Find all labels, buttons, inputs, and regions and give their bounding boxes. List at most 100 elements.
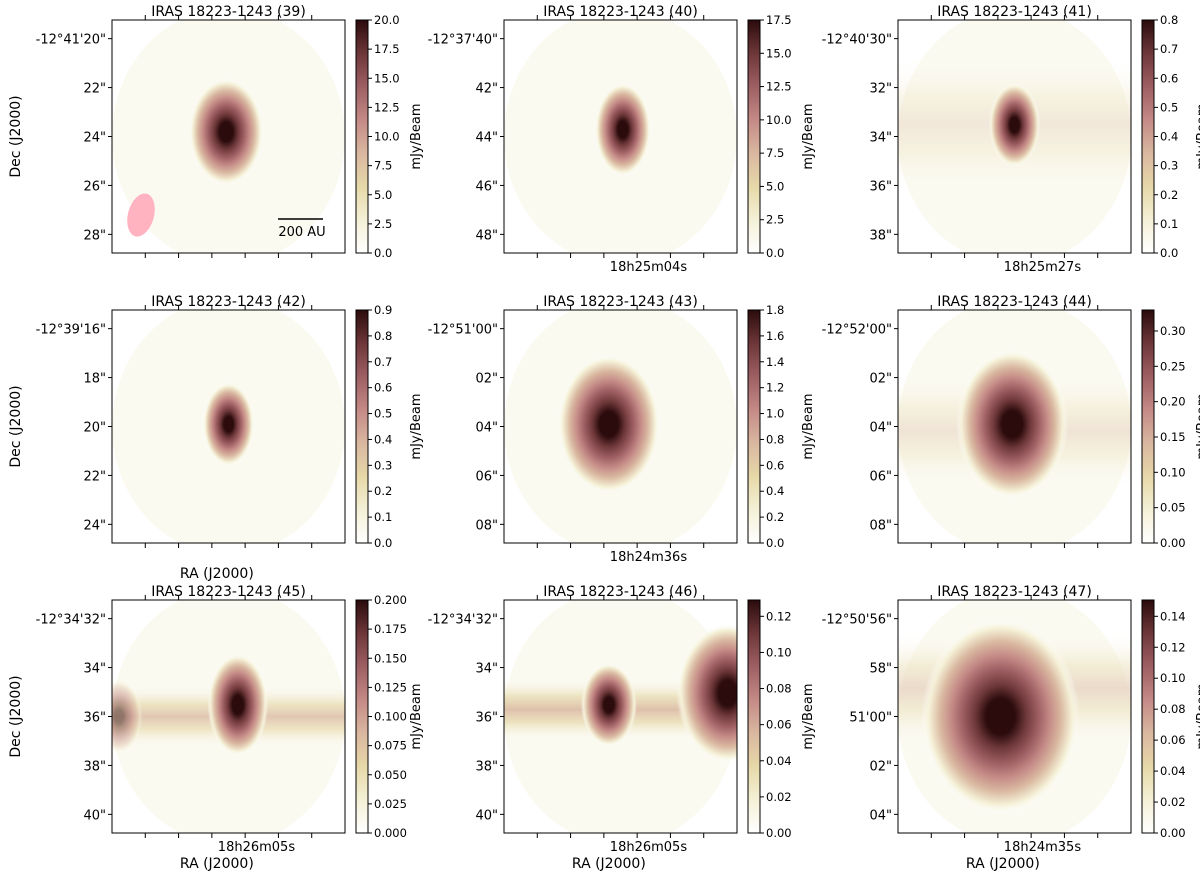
dec-tick-label: 02" [869,372,892,387]
emission-map [504,20,737,253]
colorbar-tick-label: 0.8 [766,432,784,446]
source-1 [594,82,651,177]
colorbar-tick-label: 0.2 [1160,188,1178,202]
dec-tick-label: 08" [869,518,892,533]
colorbar-tick-label: 0.3 [374,458,392,472]
x-axis-label: RA (J2000) [180,856,254,872]
colorbar-tick-label: 0.7 [374,355,392,369]
emission-map [898,600,1131,833]
colorbar-tick-label: 1.6 [766,329,784,343]
source-1 [988,82,1041,167]
colorbar-tick-label: 0.15 [1160,430,1186,444]
dec-tick-label: 51'00" [849,711,892,726]
colorbar-tick-label: 0.200 [374,593,407,607]
panel-5: IRAS 18223-1243 (43) -12°51'00" 02" 04" 06" 0… [428,294,816,565]
colorbar-tick-label: 0.1 [1160,217,1178,231]
dec-tick-label: 38" [475,759,498,774]
dec-tick-label: -12°34'32" [36,613,106,628]
dec-tick-label: -12°40'30" [822,33,892,48]
colorbar-tick-label: 17.5 [374,42,400,56]
colorbar-tick-label: 1.0 [766,407,784,421]
colorbar-tick-label: 0.1 [374,510,392,524]
colorbar-tick-label: 0.9 [374,303,392,317]
colorbar-tick-label: 0.6 [1160,71,1178,85]
emission-map [898,20,1131,253]
dec-tick-label: 04" [869,808,892,823]
panel-9: IRAS 18223-1243 (47) -12°50'56" 58" 51'00" 0… [822,584,1200,872]
colorbar-tick-label: 0.0 [1160,246,1178,260]
colorbar-label: mJy/Beam [801,393,816,459]
colorbar-tick-label: 10.0 [374,130,400,144]
colorbar-tick-label: 20.0 [374,13,400,27]
colorbar [747,19,761,254]
dec-tick-label: 40" [475,808,498,823]
x-axis-label: RA (J2000) [572,856,646,872]
dec-tick-label: 34" [83,662,106,677]
colorbar-tick-label: 0.00 [766,826,792,840]
colorbar-tick-label: 0.08 [1160,702,1186,716]
dec-tick-label: 58" [869,662,892,677]
colorbar-tick-label: 0.125 [374,680,407,694]
y-axis-label: Dec (J2000) [8,95,24,177]
dec-tick-label: 38" [83,759,106,774]
dec-tick-label: 44" [475,131,498,146]
emission-map [898,310,1131,543]
dec-tick-label: -12°52'00" [822,323,892,338]
colorbar [355,309,369,544]
colorbar-tick-label: 0.14 [1160,609,1186,623]
colorbar-tick-label: 5.0 [374,188,392,202]
colorbar-label: mJy/Beam [801,103,816,169]
dec-tick-label: 40" [83,808,106,823]
panel-title: IRAS 18223-1243 (43) [543,294,698,310]
ra-tick-label: 18h26m05s [610,840,688,855]
colorbar-tick-label: 0.5 [1160,100,1178,114]
colorbar-label: mJy/Beam [1195,393,1200,459]
colorbar-tick-label: 0.7 [1160,42,1178,56]
panel-title: IRAS 18223-1243 (42) [151,294,306,310]
colorbar-tick-label: 0.6 [766,458,784,472]
colorbar-label: mJy/Beam [409,103,424,169]
colorbar-tick-label: 0.08 [766,682,792,696]
dec-tick-label: 06" [475,469,498,484]
panel-title: IRAS 18223-1243 (41) [937,4,1092,20]
source-1 [202,382,255,467]
dec-tick-label: 32" [869,82,892,97]
dec-tick-label: -12°39'16" [36,323,106,338]
colorbar-tick-label: 0.02 [1160,795,1186,809]
dec-tick-label: 36" [83,711,106,726]
colorbar-tick-label: 0.8 [374,329,392,343]
source-2 [676,623,737,764]
panel-7: IRAS 18223-1243 (45) -12°34'32" 34" 36" 38" 4… [8,584,424,872]
dec-tick-label: -12°51'00" [428,323,498,338]
dec-tick-label: 04" [475,421,498,436]
dec-tick-label: -12°41'20" [36,33,106,48]
colorbar-tick-label: 12.5 [374,100,400,114]
x-axis-label: RA (J2000) [966,856,1040,872]
colorbar-tick-label: 0.02 [766,790,792,804]
panel-2: IRAS 18223-1243 (40) -12°37'40" 42" 44" 46" 4… [428,4,816,275]
colorbar-tick-label: 0.0 [766,536,784,550]
dec-tick-label: 24" [83,518,106,533]
dec-tick-label: 46" [475,179,498,194]
colorbar [1141,19,1155,254]
colorbar-tick-label: 0.6 [374,381,392,395]
colorbar-tick-label: 0.0 [766,246,784,260]
dec-tick-label: 04" [869,421,892,436]
colorbar-tick-label: 0.3 [1160,159,1178,173]
dec-tick-label: 02" [475,372,498,387]
dec-tick-label: 24" [83,131,106,146]
y-axis-label: Dec (J2000) [8,675,24,757]
panel-4: IRAS 18223-1243 (42) -12°39'16" 18" 20" 22" 2… [8,294,424,582]
colorbar-tick-label: 0.175 [374,622,407,636]
source-1 [188,78,264,186]
colorbar-tick-label: 0.00 [1160,826,1186,840]
colorbar-tick-label: 0.2 [374,484,392,498]
colorbar-tick-label: 2.5 [374,217,392,231]
colorbar-tick-label: 0.30 [1160,324,1186,338]
panel-title: IRAS 18223-1243 (39) [151,4,306,20]
panel-3: IRAS 18223-1243 (41) -12°40'30" 32" 34" 36" 3… [822,4,1200,275]
colorbar-tick-label: 7.5 [766,146,784,160]
dec-tick-label: 18" [83,372,106,387]
colorbar-tick-label: 2.5 [766,213,784,227]
colorbar-tick-label: 7.5 [374,159,392,173]
